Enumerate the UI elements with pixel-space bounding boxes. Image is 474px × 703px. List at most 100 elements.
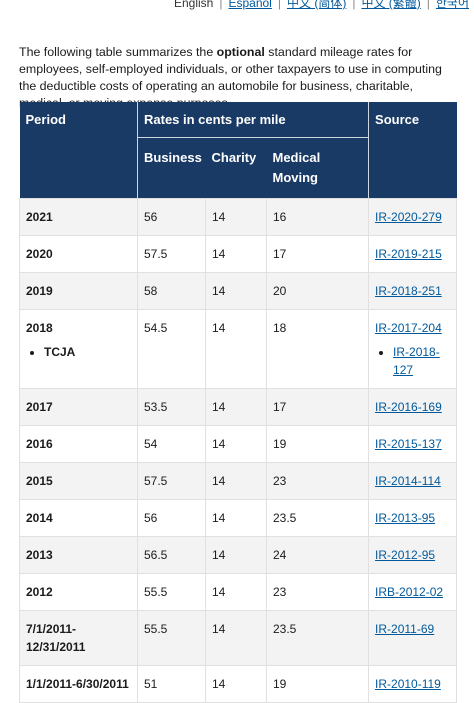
lang-separator: |	[426, 0, 430, 10]
table-row: 2017 53.5 14 17 IR-2016-169	[19, 388, 458, 426]
cell-source: IR-2011-69	[368, 610, 458, 666]
table-header: Period Rates in cents per mile Source Bu…	[19, 102, 457, 199]
language-bar: English | Español | 中文 (简体) | 中文 (繁體) | 한국어	[174, 0, 474, 10]
source-link[interactable]: IR-2020-279	[375, 210, 442, 224]
table-row: 2014 56 14 23.5 IR-2013-95	[19, 499, 458, 537]
cell-business: 57.5	[137, 235, 206, 273]
cell-source: IR-2017-204 IR-2018-127	[368, 309, 458, 389]
cell-business: 54	[137, 425, 206, 463]
cell-source: IRB-2012-02	[368, 573, 458, 611]
header-charity: Charity	[205, 137, 267, 199]
source-link[interactable]: IR-2011-69	[375, 622, 435, 636]
cell-medical-moving: 24	[265, 536, 370, 574]
table-row: 2019 58 14 20 IR-2018-251	[19, 272, 458, 310]
cell-period: 2014	[19, 499, 138, 537]
cell-business: 51	[137, 665, 206, 703]
source-link[interactable]: IR-2013-95	[375, 511, 436, 525]
period-label: 2020	[26, 247, 53, 261]
cell-charity: 14	[205, 198, 267, 236]
cell-period: 7/1/2011-12/31/2011	[19, 610, 138, 666]
cell-medical-moving: 19	[265, 665, 370, 703]
header-source: Source	[368, 102, 457, 199]
period-note-list: TCJA	[26, 343, 131, 361]
source-link[interactable]: IR-2014-114	[375, 474, 441, 488]
intro-emphasis: optional	[216, 45, 265, 60]
source-link[interactable]: IR-2019-215	[375, 247, 442, 261]
cell-medical-moving: 17	[265, 388, 370, 426]
cell-period: 1/1/2011-6/30/2011	[19, 665, 138, 703]
cell-charity: 14	[205, 499, 267, 537]
lang-separator: |	[219, 0, 223, 10]
header-medical-moving: Medical Moving	[266, 137, 370, 199]
cell-charity: 14	[205, 536, 267, 574]
period-label: 2015	[26, 474, 53, 488]
cell-period: 2015	[19, 462, 138, 500]
table-row: 2016 54 14 19 IR-2015-137	[19, 425, 458, 463]
mileage-rates-table: Period Rates in cents per mile Source Bu…	[19, 102, 458, 703]
source-link[interactable]: IR-2010-119	[375, 677, 441, 691]
source-link[interactable]: IRB-2012-02	[375, 585, 444, 599]
cell-charity: 14	[205, 235, 267, 273]
period-label: 7/1/2011-12/31/2011	[26, 622, 86, 654]
lang-separator: |	[277, 0, 281, 10]
table-body: 2021 56 14 16 IR-2020-279 2020 57.5 14 17 IR-2019…	[19, 198, 458, 703]
cell-medical-moving: 20	[265, 272, 370, 310]
cell-business: 57.5	[137, 462, 206, 500]
cell-source: IR-2015-137	[368, 425, 458, 463]
cell-business: 55.5	[137, 573, 206, 611]
cell-period: 2019	[19, 272, 138, 310]
lang-zh-traditional-link[interactable]: 中文 (繁體)	[361, 0, 421, 10]
cell-medical-moving: 23.5	[265, 610, 370, 666]
cell-charity: 14	[205, 573, 267, 611]
period-label: 1/1/2011-6/30/2011	[26, 677, 129, 691]
intro-text-before: The following table summarizes the	[19, 45, 217, 60]
cell-medical-moving: 18	[265, 309, 370, 389]
header-rates: Rates in cents per mile	[137, 102, 370, 138]
table-row: 2021 56 14 16 IR-2020-279	[19, 198, 458, 236]
cell-charity: 14	[205, 462, 267, 500]
period-label: 2016	[26, 437, 53, 451]
cell-source: IR-2013-95	[368, 499, 458, 537]
source-link[interactable]: IR-2018-251	[375, 284, 442, 298]
lang-korean-link[interactable]: 한국어	[435, 0, 470, 10]
source-link[interactable]: IR-2016-169	[375, 400, 442, 414]
cell-medical-moving: 16	[265, 198, 370, 236]
cell-period: 2018 TCJA	[19, 309, 138, 389]
cell-period: 2016	[19, 425, 138, 463]
cell-business: 55.5	[137, 610, 206, 666]
source-note-link[interactable]: IR-2018-127	[393, 345, 440, 377]
table-row: 2020 57.5 14 17 IR-2019-215	[19, 235, 458, 273]
cell-medical-moving: 23.5	[265, 499, 370, 537]
cell-business: 56	[137, 198, 206, 236]
lang-zh-simplified-link[interactable]: 中文 (简体)	[286, 0, 347, 10]
cell-period: 2012	[19, 573, 138, 611]
cell-business: 58	[137, 272, 206, 310]
period-label: 2019	[26, 284, 53, 298]
cell-charity: 14	[205, 610, 267, 666]
cell-charity: 14	[205, 665, 267, 703]
table-row: 1/1/2011-6/30/2011 51 14 19 IR-2010-119	[19, 665, 458, 703]
lang-english: English	[174, 0, 214, 10]
source-link[interactable]: IR-2015-137	[375, 437, 442, 451]
header-business: Business	[137, 137, 206, 199]
cell-period: 2013	[19, 536, 138, 574]
cell-source: IR-2014-114	[368, 462, 458, 500]
cell-source: IR-2020-279	[368, 198, 458, 236]
table-row: 2012 55.5 14 23 IRB-2012-02	[19, 573, 458, 611]
cell-medical-moving: 19	[265, 425, 370, 463]
source-link[interactable]: IR-2012-95	[375, 548, 436, 562]
cell-medical-moving: 23	[265, 462, 370, 500]
lang-espanol-link[interactable]: Español	[228, 0, 272, 10]
header-period: Period	[19, 102, 138, 199]
cell-charity: 14	[205, 425, 267, 463]
cell-source: IR-2018-251	[368, 272, 458, 310]
source-link[interactable]: IR-2017-204	[375, 321, 442, 335]
cell-source: IR-2012-95	[368, 536, 458, 574]
period-label: 2017	[26, 400, 53, 414]
cell-business: 54.5	[137, 309, 206, 389]
table-row: 2015 57.5 14 23 IR-2014-114	[19, 462, 458, 500]
lang-separator: |	[352, 0, 356, 10]
period-label: 2013	[26, 548, 53, 562]
period-label: 2012	[26, 585, 53, 599]
